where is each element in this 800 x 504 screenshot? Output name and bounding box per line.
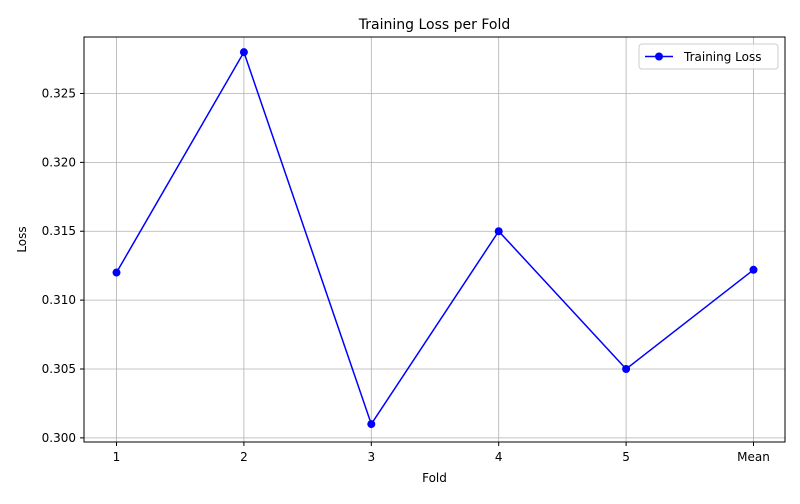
y-tick-label: 0.315 — [42, 224, 76, 238]
x-tick-label: 2 — [240, 450, 248, 464]
data-point — [239, 48, 248, 57]
data-point — [749, 265, 758, 274]
grid — [84, 37, 785, 442]
y-tick-label: 0.310 — [42, 293, 76, 307]
data-series — [112, 48, 758, 429]
legend-label: Training Loss — [683, 50, 761, 64]
legend: Training Loss — [638, 43, 779, 70]
axis-ticks: 1 2 3 4 5 Mean 0.300 0.305 0.310 0.315 0.320 0.325 — [42, 86, 770, 464]
y-tick-label: 0.305 — [42, 362, 76, 376]
legend-box — [638, 43, 779, 70]
data-point — [622, 364, 631, 373]
data-point — [367, 420, 376, 429]
x-axis-label: Fold — [422, 471, 447, 485]
data-point — [494, 227, 503, 236]
legend-marker-swatch — [655, 52, 663, 61]
chart-title: Training Loss per Fold — [358, 17, 510, 33]
y-tick-label: 0.300 — [42, 431, 76, 445]
x-tick-label: 1 — [113, 450, 121, 464]
x-tick-label: 3 — [367, 450, 375, 464]
y-axis-label: Loss — [15, 226, 29, 252]
y-tick-label: 0.320 — [42, 155, 76, 169]
data-point — [112, 268, 121, 277]
x-tick-label: Mean — [737, 450, 770, 464]
y-tick-label: 0.325 — [42, 86, 76, 100]
x-tick-label: 5 — [622, 450, 630, 464]
series-line — [115, 50, 754, 426]
x-tick-label: 4 — [495, 450, 503, 464]
plot-frame — [83, 36, 786, 443]
